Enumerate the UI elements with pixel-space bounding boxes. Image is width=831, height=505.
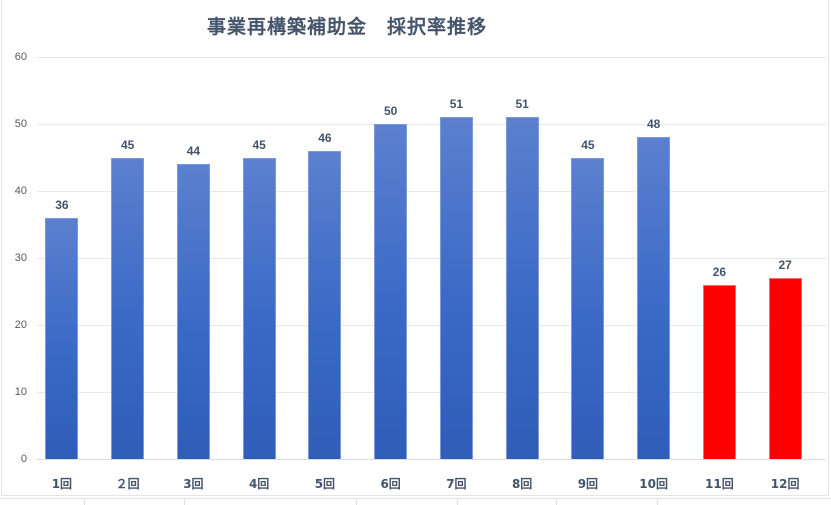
data-label: 26: [712, 264, 727, 279]
data-label: 45: [581, 137, 595, 152]
cell-border: [457, 499, 458, 505]
x-tick-label: 12回: [770, 477, 800, 491]
data-label: 44: [186, 144, 201, 159]
bar-9[interactable]: [571, 157, 605, 459]
gridline: [37, 191, 826, 192]
x-tick-label: 1回: [51, 477, 73, 491]
y-tick-label: 60: [14, 51, 27, 63]
data-label: 48: [646, 117, 661, 132]
bar-12[interactable]: [768, 278, 802, 459]
data-label: 46: [318, 130, 332, 145]
x-tick-label: ２回: [115, 477, 140, 491]
bar-4[interactable]: [242, 157, 276, 459]
gridline: [37, 325, 826, 326]
data-label: 36: [55, 197, 69, 212]
cell-border: [556, 499, 557, 505]
plot-area: 0 10 20 30 40 50 60 36 45 44 45 46 50 51 51 45 48 26 27: [15, 51, 826, 465]
x-tick-label: 10回: [639, 477, 668, 491]
bar-10[interactable]: [637, 137, 671, 459]
x-axis-line: [37, 459, 826, 460]
data-label: 51: [449, 97, 464, 112]
chart-title: 事業再構築補助金 採択率推移: [206, 16, 487, 38]
x-tick-label: 4回: [248, 477, 270, 491]
y-tick-label: 20: [14, 319, 27, 331]
x-tick-label: 7回: [446, 477, 467, 491]
bar-8[interactable]: [505, 117, 539, 459]
x-tick-label: 6回: [380, 477, 401, 491]
y-tick-label: 10: [14, 386, 27, 398]
x-tick-label: 11回: [705, 477, 734, 491]
gridline: [37, 124, 826, 125]
bar-5[interactable]: [308, 150, 342, 459]
y-tick-label: 40: [14, 185, 27, 197]
x-tick-label: 9回: [577, 477, 599, 491]
y-tick-label: 50: [14, 118, 27, 130]
bar-2[interactable]: [111, 157, 145, 459]
y-tick-label: 30: [14, 252, 27, 264]
bar-1[interactable]: [45, 217, 79, 459]
spreadsheet-cell-row: [0, 498, 831, 505]
data-label: 45: [252, 137, 266, 152]
x-tick-label: 5回: [314, 477, 336, 491]
bar-7[interactable]: [439, 117, 473, 459]
gridline: [37, 57, 826, 58]
data-label: 27: [778, 258, 792, 273]
data-label: 50: [383, 104, 398, 118]
gridline: [37, 392, 826, 393]
cell-border: [356, 499, 357, 505]
data-label: 45: [120, 137, 135, 152]
y-tick-label: 0: [20, 453, 27, 465]
data-label: 51: [515, 97, 529, 112]
cell-border: [657, 499, 658, 505]
x-tick-label: 8回: [511, 477, 533, 491]
bar-3[interactable]: [176, 164, 210, 459]
x-axis: 1回 ２回 3回 4回 5回 6回 7回 8回 9回 10回 11回 12回: [37, 459, 826, 491]
bar-11[interactable]: [702, 284, 736, 459]
gridline: [37, 258, 826, 259]
bar-6[interactable]: [374, 124, 408, 459]
cell-border: [184, 499, 185, 505]
cell-border: [84, 499, 85, 505]
x-tick-label: 3回: [183, 477, 204, 491]
